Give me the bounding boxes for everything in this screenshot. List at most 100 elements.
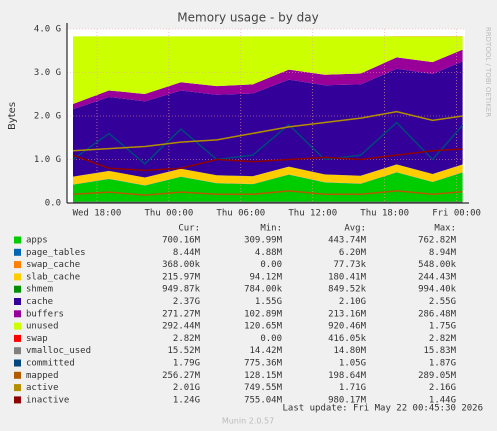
x-tick-label: Thu 06:00 [216, 209, 265, 219]
legend-stat: 1.55G [255, 297, 282, 307]
legend-label: swap_cache [26, 260, 80, 270]
y-tick-label: 3.0 G [34, 68, 61, 78]
legend-stat: 271.27M [162, 309, 201, 319]
legend-swatch [14, 310, 21, 318]
legend-stat: 128.15M [244, 371, 283, 381]
legend-stat: 1.79G [173, 359, 200, 369]
legend-stat: 949.87k [162, 285, 201, 295]
legend-stat: 289.05M [418, 371, 457, 381]
area [72, 172, 463, 186]
legend-stat: 213.16M [328, 309, 367, 319]
legend-stat: 784.00k [244, 285, 283, 295]
legend-swatch [14, 322, 21, 330]
y-tick-label: 1.0 G [34, 155, 61, 165]
legend-swatch [14, 273, 21, 281]
x-tick-label: Thu 00:00 [145, 209, 194, 219]
legend-stat: 15.83M [423, 346, 456, 356]
legend-stat: 244.43M [418, 272, 457, 282]
legend-header: Cur: [178, 224, 200, 234]
legend-header: Avg: [344, 224, 366, 234]
area [72, 172, 463, 203]
legend-label: vmalloc_used [26, 346, 91, 356]
legend-swatch [14, 371, 21, 379]
legend-stat: 8.94M [429, 248, 457, 258]
line [72, 110, 463, 152]
legend-stat: 700.16M [162, 236, 201, 246]
legend-stat: 1.44G [429, 395, 456, 405]
legend-stat: 994.40k [418, 285, 457, 295]
legend-stat: 286.48M [418, 309, 457, 319]
legend-swatch [14, 359, 21, 367]
legend-label: buffers [26, 309, 64, 319]
legend-stat: 368.00k [162, 260, 201, 270]
legend-header: Max: [434, 224, 456, 234]
legend-swatch [14, 347, 21, 355]
legend-stat: 102.89M [244, 309, 283, 319]
legend-stat: 775.36M [244, 359, 283, 369]
legend-swatch [14, 285, 21, 293]
legend-stat: 8.44M [173, 248, 201, 258]
x-tick-label: Wed 18:00 [73, 209, 122, 219]
legend-stat: 1.87G [429, 359, 456, 369]
legend-stat: 0.00 [260, 260, 282, 270]
area [72, 61, 463, 178]
legend-stat: 77.73k [333, 260, 366, 270]
legend-label: shmem [26, 285, 53, 295]
legend-stat: 198.64M [328, 371, 367, 381]
legend-stat: 0.00 [260, 334, 282, 344]
x-tick-label: Fri 00:00 [432, 209, 481, 219]
legend-swatch [14, 261, 21, 269]
legend-stat: 94.12M [249, 272, 282, 282]
legend-stat: 6.20M [339, 248, 367, 258]
legend-label: active [26, 383, 59, 393]
footer: Munin 2.0.57 [222, 417, 274, 426]
legend-label: mapped [26, 371, 59, 381]
legend-stat: 14.42M [249, 346, 282, 356]
area [72, 164, 463, 186]
legend-stat: 2.82M [173, 334, 201, 344]
legend-label: swap [26, 334, 48, 344]
side-text: RRDTOOL / TOBI OETIKER [484, 27, 492, 117]
legend-stat: 749.55M [244, 383, 283, 393]
legend-stat: 2.16G [429, 383, 456, 393]
legend-label: apps [26, 236, 48, 246]
legend-stat: 920.46M [328, 322, 367, 332]
legend-label: inactive [26, 395, 69, 405]
legend-stat: 256.27M [162, 371, 201, 381]
legend-stat: 14.80M [333, 346, 366, 356]
legend-label: slab_cache [26, 272, 80, 282]
legend-label: page_tables [26, 248, 86, 258]
legend-stat: 2.82M [429, 334, 457, 344]
legend-stat: 849.52k [328, 285, 367, 295]
y-tick-label: 4.0 G [34, 25, 61, 35]
legend-stat: 2.55G [429, 297, 456, 307]
legend-stat: 120.65M [244, 322, 283, 332]
legend-stat: 1.05G [339, 359, 366, 369]
legend-stat: 2.37G [173, 297, 200, 307]
y-tick-label: 2.0 G [34, 112, 61, 122]
y-tick-label: 0.0 [45, 199, 61, 209]
legend-stat: 762.82M [418, 236, 457, 246]
legend-stat: 980.17M [328, 395, 367, 405]
y-axis-label: Bytes [7, 102, 18, 130]
legend-swatch [14, 298, 21, 305]
x-tick-label: Thu 18:00 [360, 209, 409, 219]
legend-stat: 1.75G [429, 322, 456, 332]
legend-stat: 548.00k [418, 260, 457, 270]
legend-stat: 2.01G [173, 383, 200, 393]
legend-stat: 443.74M [328, 236, 367, 246]
legend-stat: 15.52M [167, 346, 200, 356]
legend-swatch [14, 248, 21, 256]
legend-stat: 1.24G [173, 395, 200, 405]
line [72, 190, 463, 196]
x-tick-label: Thu 12:00 [288, 209, 337, 219]
legend-stat: 2.10G [339, 297, 366, 307]
legend-stat: 755.04M [244, 395, 283, 405]
legend-swatch [14, 334, 21, 342]
area [72, 49, 463, 110]
legend-swatch [14, 236, 21, 244]
legend-stat: 215.97M [162, 272, 201, 282]
legend-stat: 292.44M [162, 322, 201, 332]
chart-title: Memory usage - by day [177, 11, 318, 25]
